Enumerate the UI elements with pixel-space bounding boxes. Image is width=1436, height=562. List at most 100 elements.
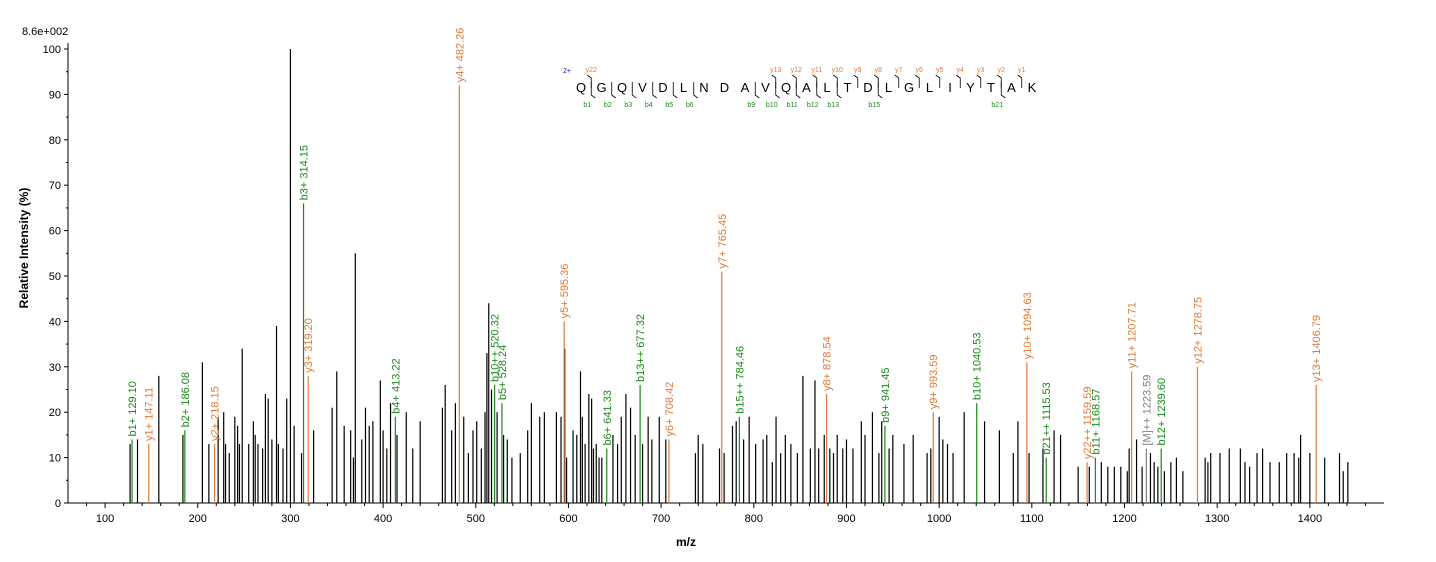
x-tick-label: 1100 — [1020, 513, 1044, 525]
peak-label: b6+ 641.33 — [602, 390, 614, 445]
y-cleavage-mark — [976, 74, 982, 88]
sequence-residue: K — [1028, 80, 1037, 95]
y-cleavage-mark — [853, 74, 859, 88]
peak-label: b10+ 1040.53 — [972, 333, 984, 401]
x-tick-label: 1000 — [927, 513, 951, 525]
b-cleavage-mark — [611, 82, 616, 99]
peak-label: b5+ 528.24 — [497, 345, 509, 400]
b-ion-label: b6 — [686, 102, 694, 109]
peak-label: b13++ 677.32 — [635, 314, 647, 382]
y-cleavage-mark — [1017, 74, 1023, 88]
y-tick-label: 60 — [49, 226, 61, 238]
sequence-residue: Q — [576, 80, 586, 95]
b-ion-label: b21 — [991, 102, 1003, 109]
y-ion-label: y4 — [957, 67, 965, 74]
y-cleavage-mark — [935, 74, 941, 88]
peak-label: b9+ 941.45 — [880, 367, 892, 422]
y-ion-label: y7 — [895, 67, 903, 74]
peak-label: y1+ 147.11 — [144, 387, 156, 441]
x-tick-label: 100 — [96, 513, 114, 525]
peak-label: y7+ 765.45 — [717, 214, 729, 269]
peak-label: b10++ 520.32 — [490, 314, 502, 382]
y-cleavage-mark — [956, 74, 961, 88]
y-ion-label: y10 — [832, 67, 843, 74]
y-tick-label: 30 — [49, 362, 61, 374]
b-ion-label: b2 — [604, 102, 612, 109]
peak-label: b3+ 314.15 — [299, 145, 311, 200]
b-ion-label: b5 — [665, 102, 673, 109]
y-tick-label: 70 — [49, 180, 61, 192]
peak-label: b1+ 129.10 — [127, 381, 139, 436]
peak-label: y22++ 1159.59 — [1082, 387, 1094, 460]
y-ion-label: y13 — [770, 67, 781, 74]
y-ion-label: y11 — [811, 67, 822, 74]
sequence-residue: D — [863, 80, 872, 95]
y-ion-label: y2 — [998, 67, 1006, 74]
sequence-residue: L — [926, 80, 933, 95]
sequence-residue: A — [741, 80, 750, 95]
b-cleavage-mark — [1000, 82, 1006, 99]
peak-label: y3+ 319.20 — [303, 318, 315, 373]
x-tick-label: 900 — [837, 513, 855, 525]
peak-label: y8+ 878.54 — [822, 336, 834, 391]
y-tick-label: 40 — [49, 316, 61, 328]
peak-label: y5+ 595.36 — [559, 264, 571, 319]
x-axis-title: m/z — [676, 535, 696, 549]
y-cleavage-mark — [812, 74, 818, 88]
sequence-residue: I — [948, 80, 952, 95]
y-ion-label: y9 — [854, 67, 862, 74]
peak-label: y6+ 708.42 — [664, 382, 676, 437]
y-axis-title: Relative Intensity (%) — [17, 188, 31, 309]
sequence-residue: D — [720, 80, 729, 95]
plot-area: 0 10 20 30 40 50 60 70 80 90 100 100 200 300 400 500 600… — [43, 28, 1384, 525]
sequence-residue: L — [823, 80, 830, 95]
b-cleavage-mark — [877, 82, 883, 99]
sequence-residue: Q — [617, 80, 627, 95]
y-ion-label: y3 — [977, 67, 985, 74]
peak-label: y4+ 482.26 — [454, 28, 466, 83]
y-ion-label: y6 — [916, 67, 924, 74]
sequence-residue: N — [699, 80, 708, 95]
x-tick-label: 200 — [189, 513, 207, 525]
x-tick-label: 1300 — [1205, 513, 1229, 525]
y-cleavage-mark — [997, 74, 1002, 88]
sequence-residue: G — [904, 80, 914, 95]
y-tick-label: 80 — [49, 135, 61, 147]
y-cleavage-mark — [792, 74, 797, 88]
y-ion-label: y1 — [1018, 67, 1026, 74]
peak-label: b4+ 413.22 — [390, 358, 402, 413]
peak-label: y9+ 993.59 — [928, 354, 940, 409]
sequence-residue: D — [658, 80, 667, 95]
y-cleavage-mark — [915, 74, 920, 88]
peak-label: y13+ 1406.79 — [1311, 315, 1323, 382]
b-cleavage-mark — [836, 82, 842, 99]
y-tick-label: 10 — [49, 453, 61, 465]
x-tick-label: 500 — [467, 513, 485, 525]
x-tick-label: 800 — [745, 513, 763, 525]
b-ion-label: b15 — [868, 102, 880, 109]
sequence-residue: T — [844, 80, 852, 95]
y-ion-label: y12 — [791, 67, 802, 74]
b-ion-label: b9 — [747, 102, 755, 109]
y-cleavage-mark — [833, 74, 838, 88]
b-cleavage-mark — [775, 82, 780, 99]
peak-label: b15++ 784.46 — [734, 346, 746, 414]
y-cleavage-mark — [587, 74, 592, 88]
peak-label: y11+ 1207.71 — [1127, 302, 1139, 368]
intensity-scale-label: 8.6e+002 — [22, 26, 68, 38]
b-cleavage-mark — [631, 82, 637, 99]
b-ion-label: b13 — [827, 102, 839, 109]
b-ion-label: b10 — [766, 102, 778, 109]
y-tick-label: 100 — [43, 44, 61, 56]
b-cleavage-mark — [754, 82, 760, 99]
sequence-residue: A — [802, 80, 811, 95]
x-tick-label: 700 — [652, 513, 670, 525]
y-ion-label: y5 — [936, 67, 944, 74]
peak-label: b21++ 1115.53 — [1041, 382, 1053, 454]
b-ion-label: b12 — [807, 102, 819, 109]
sequence-residue: G — [596, 80, 606, 95]
charge-label: 2+ — [563, 68, 571, 75]
sequence-residue: A — [1007, 80, 1016, 95]
